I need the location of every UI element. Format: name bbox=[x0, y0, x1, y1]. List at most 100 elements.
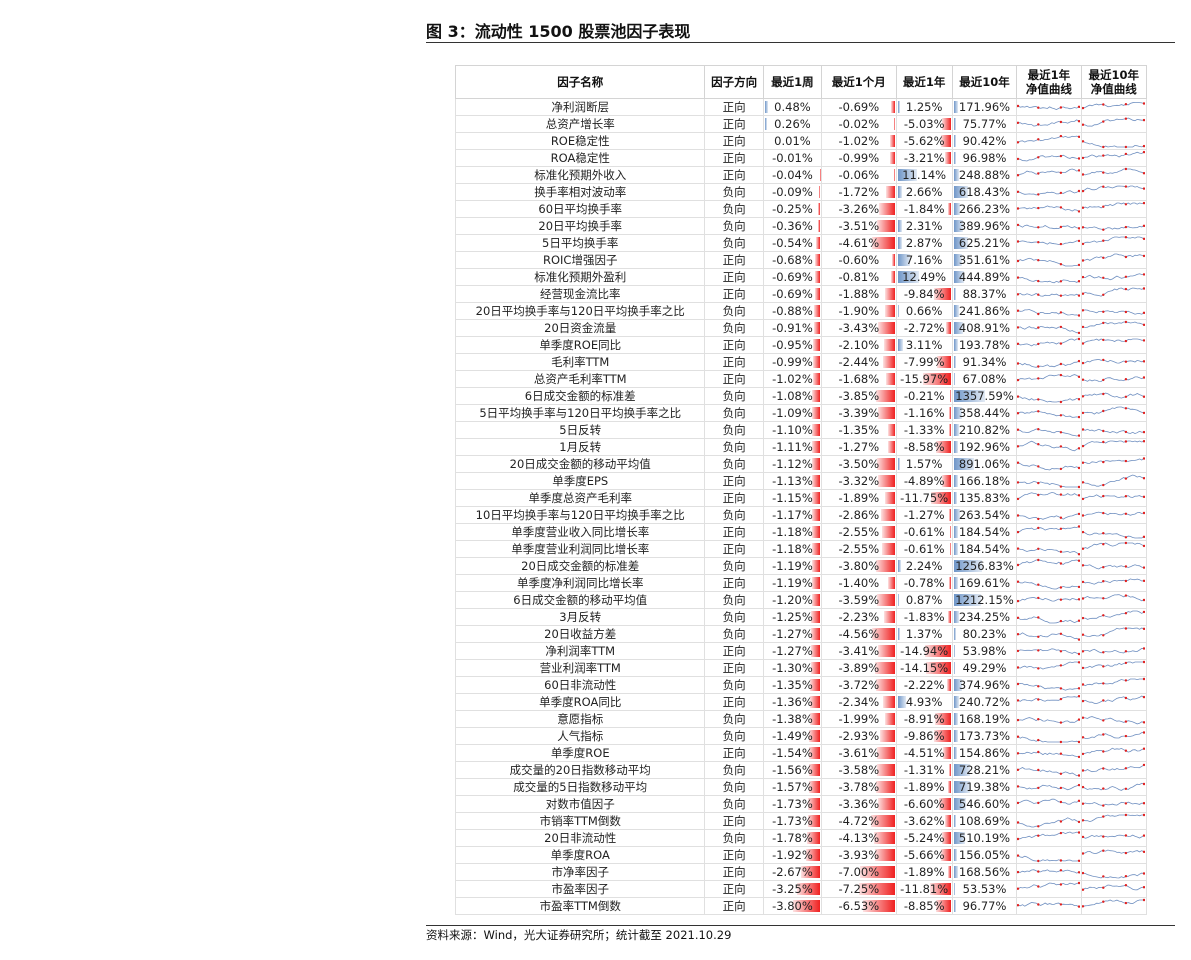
nav-curve-marker bbox=[1082, 547, 1084, 550]
factor-name-cell: 总资产毛利率TTM bbox=[454, 370, 706, 388]
value-text: -3.43% bbox=[838, 321, 880, 335]
nav-curve-marker bbox=[1082, 428, 1084, 431]
nav-curve-marker bbox=[1059, 562, 1063, 565]
value-bar bbox=[812, 424, 821, 436]
value-text: 3.11% bbox=[905, 338, 943, 352]
month-return-cell: -2.93% bbox=[821, 727, 897, 745]
value-bar bbox=[812, 458, 821, 470]
nav-curve-marker bbox=[1082, 802, 1084, 805]
value-text: -1.99% bbox=[838, 712, 880, 726]
nav-curve-marker bbox=[1142, 323, 1145, 326]
nav-curve-marker bbox=[1017, 904, 1020, 907]
nav-curve-marker bbox=[1037, 768, 1040, 772]
year-return-cell: -6.60% bbox=[895, 795, 953, 813]
header-factor-name: 因子名称 bbox=[454, 65, 706, 99]
nav-curve-marker bbox=[1037, 870, 1040, 873]
value-text: -4.51% bbox=[903, 746, 945, 760]
week-return-cell: -0.04% bbox=[762, 166, 823, 184]
decade-return-cell: 168.56% bbox=[951, 863, 1018, 881]
nav-curve-line bbox=[1082, 764, 1144, 773]
nav-curve-line bbox=[1082, 594, 1144, 602]
nav-curve-marker bbox=[1037, 428, 1040, 431]
nav-curve-line bbox=[1082, 578, 1144, 585]
value-text: 12.49% bbox=[902, 270, 947, 284]
nav-curve-line bbox=[1018, 190, 1080, 196]
value-bar bbox=[945, 152, 951, 164]
nav-curve-line bbox=[1082, 695, 1144, 704]
week-return-cell: -1.35% bbox=[762, 676, 823, 694]
value-text: -1.73% bbox=[772, 797, 813, 811]
factor-name-cell: 20日成交金额的移动平均值 bbox=[454, 455, 706, 473]
value-bar bbox=[897, 271, 920, 283]
nav-curve-line bbox=[1082, 782, 1144, 791]
value-text: 91.34% bbox=[962, 355, 1007, 369]
nav-curve-marker bbox=[1059, 400, 1063, 404]
nav-curve-marker bbox=[1142, 721, 1145, 724]
value-text: -0.06% bbox=[838, 168, 880, 182]
table-row: ROA稳定性 正向 -0.01% -0.99% -3.21% 96.98% bbox=[454, 149, 1148, 167]
nav-curve-marker bbox=[1082, 514, 1084, 517]
value-text: 1.37% bbox=[905, 627, 943, 641]
value-bar bbox=[875, 662, 895, 674]
year-return-cell: -4.89% bbox=[895, 472, 953, 490]
nav-curve-line bbox=[1018, 440, 1080, 452]
nav-curve-marker bbox=[1077, 905, 1081, 908]
nav-curve-10y-cell bbox=[1080, 285, 1148, 303]
value-bar bbox=[941, 135, 951, 147]
value-bar bbox=[812, 390, 821, 402]
nav-curve-10y-cell bbox=[1080, 676, 1148, 694]
nav-curve-marker bbox=[1142, 376, 1145, 379]
nav-curve-marker bbox=[1037, 547, 1040, 550]
value-bar bbox=[953, 220, 963, 232]
year-return-cell: 2.87% bbox=[895, 234, 953, 252]
table-row: 10日平均换手率与120日平均换手率之比 负向 -1.17% -2.86% -1.27%… bbox=[454, 506, 1148, 524]
table-row: 5日平均换手率与120日平均换手率之比 负向 -1.09% -3.39% -1.16% 3… bbox=[454, 404, 1148, 422]
value-text: 168.56% bbox=[958, 865, 1011, 879]
nav-curve-line bbox=[1082, 564, 1144, 570]
nav-curve-marker bbox=[1017, 412, 1020, 415]
decade-return-cell: 193.78% bbox=[951, 336, 1018, 354]
nav-curve-marker bbox=[1124, 145, 1127, 149]
factor-direction-cell: 正向 bbox=[704, 98, 764, 116]
nav-curve-marker bbox=[1059, 225, 1063, 229]
factor-direction-cell: 正向 bbox=[704, 897, 764, 915]
nav-curve-marker bbox=[1017, 481, 1020, 484]
factor-name-cell: 单季度EPS bbox=[454, 472, 706, 490]
decade-return-cell: 88.37% bbox=[951, 285, 1018, 303]
value-bar bbox=[891, 254, 895, 266]
nav-curve-marker bbox=[1124, 813, 1127, 817]
nav-curve-marker bbox=[1017, 752, 1020, 755]
week-return-cell: -1.49% bbox=[762, 727, 823, 745]
nav-curve-line bbox=[1082, 494, 1144, 500]
factor-name-cell: 单季度ROA bbox=[454, 846, 706, 864]
week-return-cell: -1.20% bbox=[762, 591, 823, 609]
nav-curve-marker bbox=[1101, 875, 1105, 878]
year-return-cell: -9.86% bbox=[895, 727, 953, 745]
nav-curve-line bbox=[1018, 105, 1080, 111]
nav-curve-1y-cell bbox=[1016, 336, 1082, 354]
year-return-cell: -0.21% bbox=[895, 387, 953, 405]
value-text: 248.88% bbox=[958, 168, 1011, 182]
nav-curve-marker bbox=[1142, 598, 1145, 602]
value-text: -3.32% bbox=[838, 474, 880, 488]
factor-name-cell: 60日非流动性 bbox=[454, 676, 706, 694]
value-bar bbox=[926, 662, 951, 674]
year-return-cell: -5.03% bbox=[895, 115, 953, 133]
nav-curve-marker bbox=[1059, 800, 1063, 804]
nav-curve-10y-cell bbox=[1080, 353, 1148, 371]
nav-curve-marker bbox=[1059, 752, 1063, 755]
week-return-cell: -1.78% bbox=[762, 829, 823, 847]
nav-curve-marker bbox=[1101, 634, 1105, 637]
week-return-cell: -1.30% bbox=[762, 659, 823, 677]
value-bar bbox=[953, 322, 964, 334]
value-text: 0.66% bbox=[905, 304, 943, 318]
decade-return-cell: 1357.59% bbox=[951, 387, 1018, 405]
nav-curve-marker bbox=[1142, 237, 1145, 240]
value-bar bbox=[871, 237, 895, 249]
nav-curve-marker bbox=[1101, 682, 1105, 685]
nav-curve-marker bbox=[1082, 564, 1084, 567]
nav-curve-marker bbox=[1059, 171, 1063, 174]
year-return-cell: 1.57% bbox=[895, 455, 953, 473]
value-text: 75.77% bbox=[962, 117, 1007, 131]
value-text: 1212.15% bbox=[955, 593, 1014, 607]
